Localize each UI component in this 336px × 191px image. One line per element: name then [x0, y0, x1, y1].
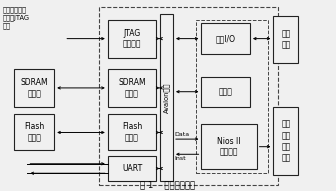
Bar [197, 20, 268, 173]
Bar [14, 69, 54, 107]
Bar [108, 69, 156, 107]
Bar [99, 7, 279, 185]
Text: SDRAM
存储器: SDRAM 存储器 [20, 78, 48, 98]
Text: 电机
驱动
控制
模块: 电机 驱动 控制 模块 [281, 120, 291, 162]
Text: Flash
控制器: Flash 控制器 [122, 122, 142, 142]
Bar [108, 20, 156, 57]
Text: Avalon总线: Avalon总线 [163, 82, 170, 112]
Text: Flash
存储器: Flash 存储器 [24, 122, 44, 142]
Bar [108, 156, 156, 181]
Text: 人机
接口: 人机 接口 [281, 30, 291, 50]
Text: Nios II
处理器核: Nios II 处理器核 [217, 137, 241, 157]
Text: Data: Data [175, 132, 190, 137]
Bar [202, 124, 257, 169]
Bar [274, 16, 298, 63]
Text: 定时器: 定时器 [219, 87, 233, 96]
Bar [202, 77, 250, 107]
Text: JTAG
调试模块: JTAG 调试模块 [123, 29, 141, 49]
Text: UART: UART [122, 164, 142, 173]
Bar [274, 107, 298, 175]
Bar [202, 23, 250, 54]
Text: SDRAM
控制器: SDRAM 控制器 [118, 78, 146, 98]
Text: Inst: Inst [175, 156, 186, 161]
Text: 与软件调试器
之间的JTAG
连接: 与软件调试器 之间的JTAG 连接 [2, 6, 29, 29]
Bar [14, 114, 54, 151]
Bar [160, 14, 173, 181]
Text: 图 1    系统总体框图: 图 1 系统总体框图 [140, 180, 196, 189]
Bar [108, 114, 156, 151]
Text: 通用I/O: 通用I/O [216, 34, 236, 43]
